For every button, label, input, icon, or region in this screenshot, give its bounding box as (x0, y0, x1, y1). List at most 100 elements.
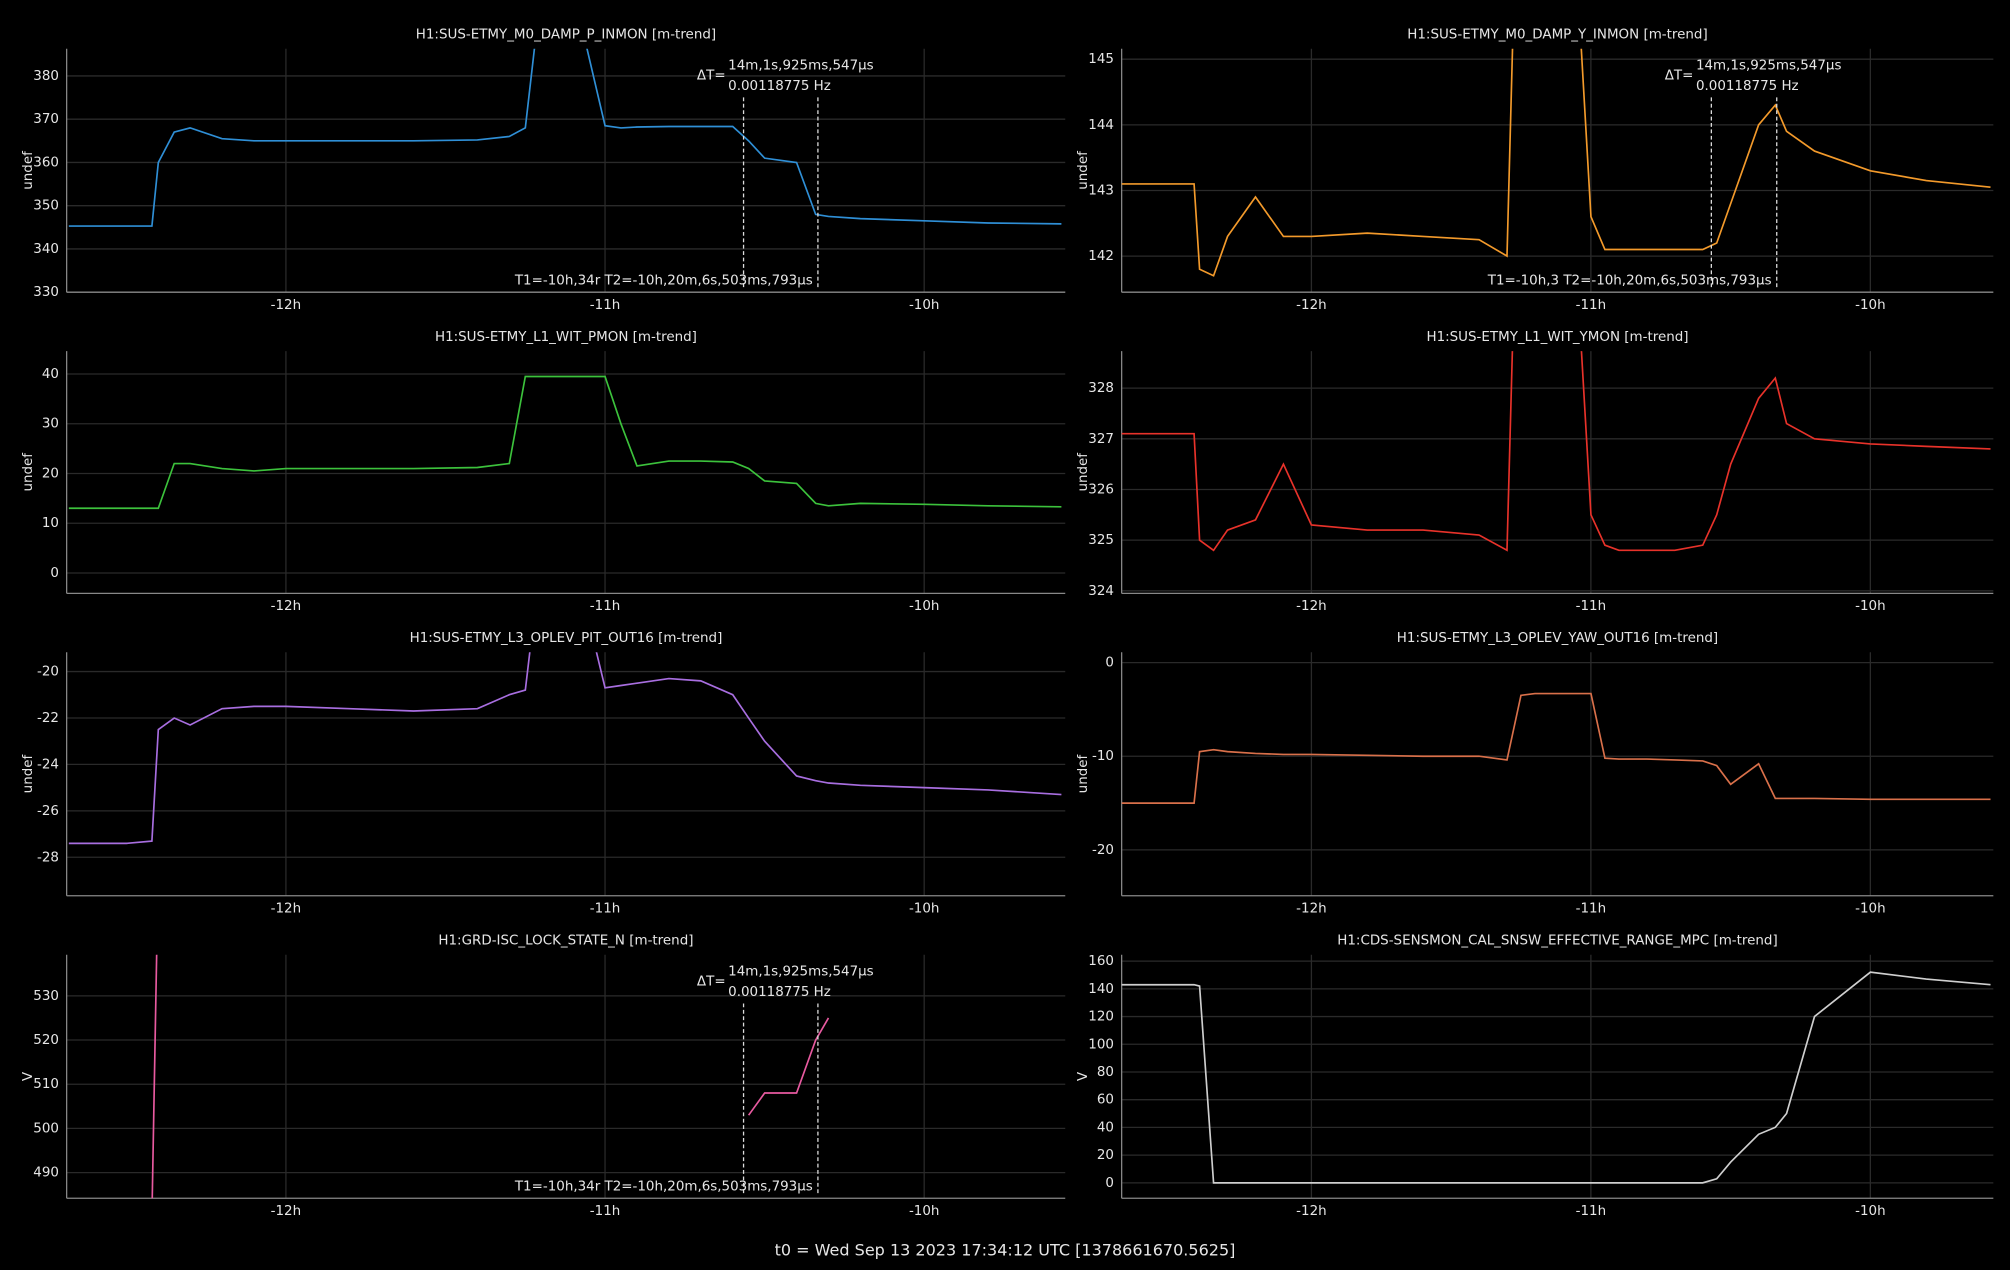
x-tick-label: -11h (590, 1204, 620, 1219)
x-tick-label: -11h (1576, 599, 1606, 614)
chart-title: H1:CDS-SENSMON_CAL_SNSW_EFFECTIVE_RANGE_… (1337, 934, 1777, 949)
y-tick-label: 144 (1088, 118, 1114, 133)
series-line (68, 652, 1062, 845)
x-tick-label: -12h (271, 1204, 301, 1219)
series-line (68, 48, 1062, 227)
x-tick-label: -12h (1296, 1204, 1326, 1219)
series-line (1121, 692, 1991, 804)
plot (151, 954, 830, 1199)
x-tick-label: -11h (590, 902, 620, 917)
y-tick-label: -24 (37, 757, 59, 772)
chart-title: H1:SUS-ETMY_L3_OPLEV_YAW_OUT16 [m-trend] (1397, 631, 1718, 646)
x-tick-label: -11h (1576, 298, 1606, 313)
y-tick-label: 327 (1088, 432, 1114, 447)
y-tick-label: 10 (42, 516, 59, 531)
y-axis-label: undef (1076, 755, 1091, 794)
x-tick-label: -11h (590, 298, 620, 313)
frequency: 0.00118775 Hz (728, 985, 831, 1000)
x-tick-label: -10h (909, 599, 939, 614)
delta-label: ΔT= (697, 69, 726, 84)
y-tick-label: 360 (33, 155, 59, 170)
x-tick-label: -12h (1296, 298, 1326, 313)
y-tick-label: -20 (1092, 843, 1114, 858)
series-line (151, 954, 830, 1199)
y-tick-label: 0 (50, 566, 59, 581)
x-tick-label: -10h (1855, 599, 1885, 614)
y-tick-label: 0 (1105, 656, 1114, 671)
delta-label: ΔT= (1665, 69, 1694, 84)
plot (68, 652, 1062, 845)
y-tick-label: 520 (33, 1033, 59, 1048)
plot (1121, 692, 1991, 804)
frequency: 0.00118775 Hz (1696, 79, 1799, 94)
y-tick-label: 490 (33, 1166, 59, 1181)
y-tick-label: -10 (1092, 749, 1114, 764)
y-tick-label: 510 (33, 1077, 59, 1092)
series-line (1121, 48, 1991, 277)
y-tick-label: 30 (42, 417, 59, 432)
y-tick-label: 330 (33, 285, 59, 300)
cursor-times: T1=-10h,34r T2=-10h,20m,6s,503ms,793µs (514, 1180, 813, 1195)
y-axis-label: undef (21, 755, 36, 794)
y-tick-label: 530 (33, 989, 59, 1004)
delta-value: 14m,1s,925ms,547µs (728, 58, 874, 73)
x-tick-label: -11h (590, 599, 620, 614)
x-tick-label: -10h (909, 902, 939, 917)
y-tick-label: 40 (42, 367, 59, 382)
y-axis-label: V (1076, 1071, 1091, 1081)
series-line (68, 375, 1062, 510)
y-tick-label: 60 (1097, 1093, 1114, 1108)
y-tick-label: 380 (33, 69, 59, 84)
x-tick-label: -12h (271, 298, 301, 313)
y-tick-label: 328 (1088, 381, 1114, 396)
y-tick-label: 326 (1088, 482, 1114, 497)
chart-title: H1:SUS-ETMY_L1_WIT_PMON [m-trend] (435, 330, 697, 345)
y-axis-label: undef (1076, 151, 1091, 190)
y-tick-label: 350 (33, 199, 59, 214)
chart-title: H1:SUS-ETMY_M0_DAMP_Y_INMON [m-trend] (1407, 28, 1707, 43)
plot (68, 48, 1062, 227)
y-axis-label: undef (1076, 453, 1091, 492)
x-tick-label: -10h (1855, 902, 1885, 917)
y-tick-label: 140 (1088, 982, 1114, 997)
y-tick-label: 20 (1097, 1148, 1114, 1163)
y-tick-label: -28 (37, 850, 59, 865)
chart-title: H1:GRD-ISC_LOCK_STATE_N [m-trend] (438, 934, 693, 949)
y-tick-label: -26 (37, 804, 59, 819)
x-tick-label: -10h (1855, 298, 1885, 313)
y-tick-label: 143 (1088, 183, 1114, 198)
y-tick-label: -20 (37, 665, 59, 680)
series-line (1121, 971, 1991, 1184)
y-tick-label: 20 (42, 466, 59, 481)
delta-label: ΔT= (697, 975, 726, 990)
y-tick-label: 160 (1088, 954, 1114, 969)
y-tick-label: 145 (1088, 52, 1114, 67)
cursor-times: T1=-10h,34r T2=-10h,20m,6s,503ms,793µs (514, 274, 813, 289)
y-tick-label: 370 (33, 112, 59, 127)
plot (1121, 48, 1991, 277)
x-tick-label: -11h (1576, 1204, 1606, 1219)
x-tick-label: -12h (271, 902, 301, 917)
x-tick-label: -10h (909, 298, 939, 313)
frequency: 0.00118775 Hz (728, 79, 831, 94)
x-tick-label: -12h (1296, 902, 1326, 917)
chart-title: H1:SUS-ETMY_M0_DAMP_P_INMON [m-trend] (416, 28, 716, 43)
y-tick-label: 500 (33, 1121, 59, 1136)
series-line (1121, 351, 1991, 552)
delta-value: 14m,1s,925ms,547µs (728, 964, 874, 979)
y-tick-label: 40 (1097, 1120, 1114, 1135)
chart-title: H1:SUS-ETMY_L1_WIT_YMON [m-trend] (1426, 330, 1688, 345)
y-tick-label: 100 (1088, 1037, 1114, 1052)
y-tick-label: 80 (1097, 1065, 1114, 1080)
x-tick-label: -11h (1576, 902, 1606, 917)
y-tick-label: 0 (1105, 1176, 1114, 1191)
y-tick-label: 324 (1088, 584, 1114, 599)
y-axis-label: undef (21, 453, 36, 492)
y-tick-label: -22 (37, 711, 59, 726)
plot (68, 375, 1062, 510)
plot (1121, 971, 1991, 1184)
x-tick-label: -10h (1855, 1204, 1885, 1219)
y-axis-label: V (21, 1071, 36, 1081)
